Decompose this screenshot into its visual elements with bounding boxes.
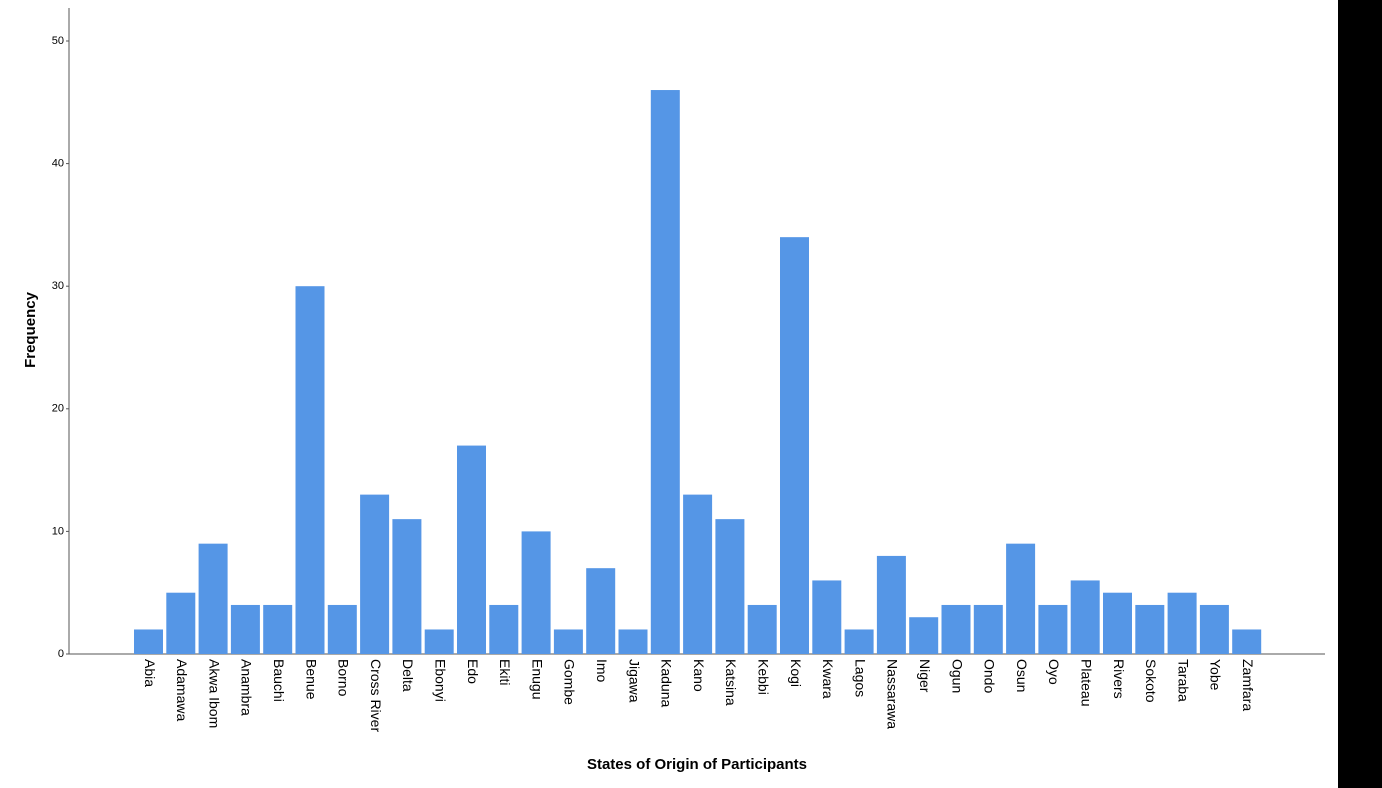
bar [263, 604, 293, 654]
x-tick-label: Borno [336, 659, 352, 697]
bar [295, 286, 325, 654]
bar [844, 629, 874, 654]
x-tick-label: Ekiti [497, 659, 513, 685]
bar [1232, 629, 1262, 654]
x-tick-label: Kwara [820, 659, 836, 699]
x-tick-label: Niger [917, 659, 933, 693]
bar [909, 617, 939, 654]
x-tick-label: Katsina [723, 659, 739, 706]
x-tick-label: Abia [142, 659, 158, 687]
bar [618, 629, 648, 654]
bar [650, 90, 680, 655]
bar [941, 604, 971, 654]
x-tick-label: Ondo [982, 659, 998, 693]
x-tick-label: Yobe [1208, 659, 1224, 691]
bar [973, 604, 1003, 654]
x-tick-label: Lagos [852, 659, 868, 697]
bar [457, 445, 486, 654]
x-tick-label: Gombe [562, 659, 578, 705]
y-tick-label: 20 [52, 403, 64, 415]
bar [876, 555, 906, 654]
bar [1167, 592, 1197, 654]
x-tick-label: Rivers [1111, 659, 1127, 699]
x-tick-label: Plateau [1078, 659, 1094, 706]
x-tick-label: Kano [691, 659, 707, 692]
bar [230, 604, 260, 654]
x-tick-label: Ogun [949, 659, 965, 693]
bar [780, 237, 809, 654]
y-tick-label: 10 [52, 525, 64, 537]
bar [327, 604, 357, 654]
x-tick-label: Akwa Ibom [206, 659, 222, 728]
x-tick-label: Taraba [1175, 659, 1191, 702]
y-tick-label: 50 [52, 35, 64, 47]
x-tick-label: Kaduna [659, 659, 675, 707]
x-tick-label: Edo [465, 659, 481, 684]
bar [198, 543, 228, 654]
x-tick-label: Jigawa [626, 659, 642, 703]
bar [1199, 604, 1229, 654]
bar [715, 519, 745, 654]
bar [360, 494, 390, 654]
bar [1070, 580, 1100, 654]
bar [489, 604, 519, 654]
x-tick-label: Anambra [239, 659, 255, 716]
y-axis-title: Frequency [22, 291, 39, 368]
x-tick-label: Zamfara [1240, 659, 1256, 711]
x-tick-label: Nassarawa [885, 659, 901, 729]
bar [134, 629, 163, 654]
x-tick-label: Osun [1014, 659, 1030, 692]
y-tick-label: 0 [58, 648, 64, 660]
x-tick-label: Enugu [529, 659, 545, 699]
bar [392, 519, 422, 654]
bar [166, 592, 196, 654]
bar [683, 494, 713, 654]
x-tick-label: Bauchi [271, 659, 287, 702]
x-tick-label: Delta [400, 659, 416, 692]
side-band [1338, 0, 1382, 788]
bar [747, 604, 777, 654]
bar [1135, 604, 1165, 654]
x-tick-label: Adamawa [174, 659, 190, 721]
x-tick-label: Oyo [1046, 659, 1062, 685]
x-tick-label: Kogi [788, 659, 804, 687]
y-tick-label: 30 [52, 280, 64, 292]
bar [812, 580, 842, 654]
x-tick-label: Benue [303, 659, 319, 700]
bar [1006, 543, 1036, 654]
x-tick-label: Sokoto [1143, 659, 1159, 703]
bar [553, 629, 583, 654]
x-tick-label: Ebonyi [432, 659, 448, 702]
x-tick-label: Cross River [368, 659, 384, 732]
bar [1103, 592, 1132, 654]
x-tick-label: Imo [594, 659, 610, 683]
bar [1038, 604, 1068, 654]
bar [586, 568, 616, 654]
x-tick-label: Kebbi [755, 659, 771, 695]
y-tick-label: 40 [52, 158, 64, 170]
x-axis-title: States of Origin of Participants [587, 756, 807, 773]
bar [521, 531, 551, 654]
bar [424, 629, 454, 654]
